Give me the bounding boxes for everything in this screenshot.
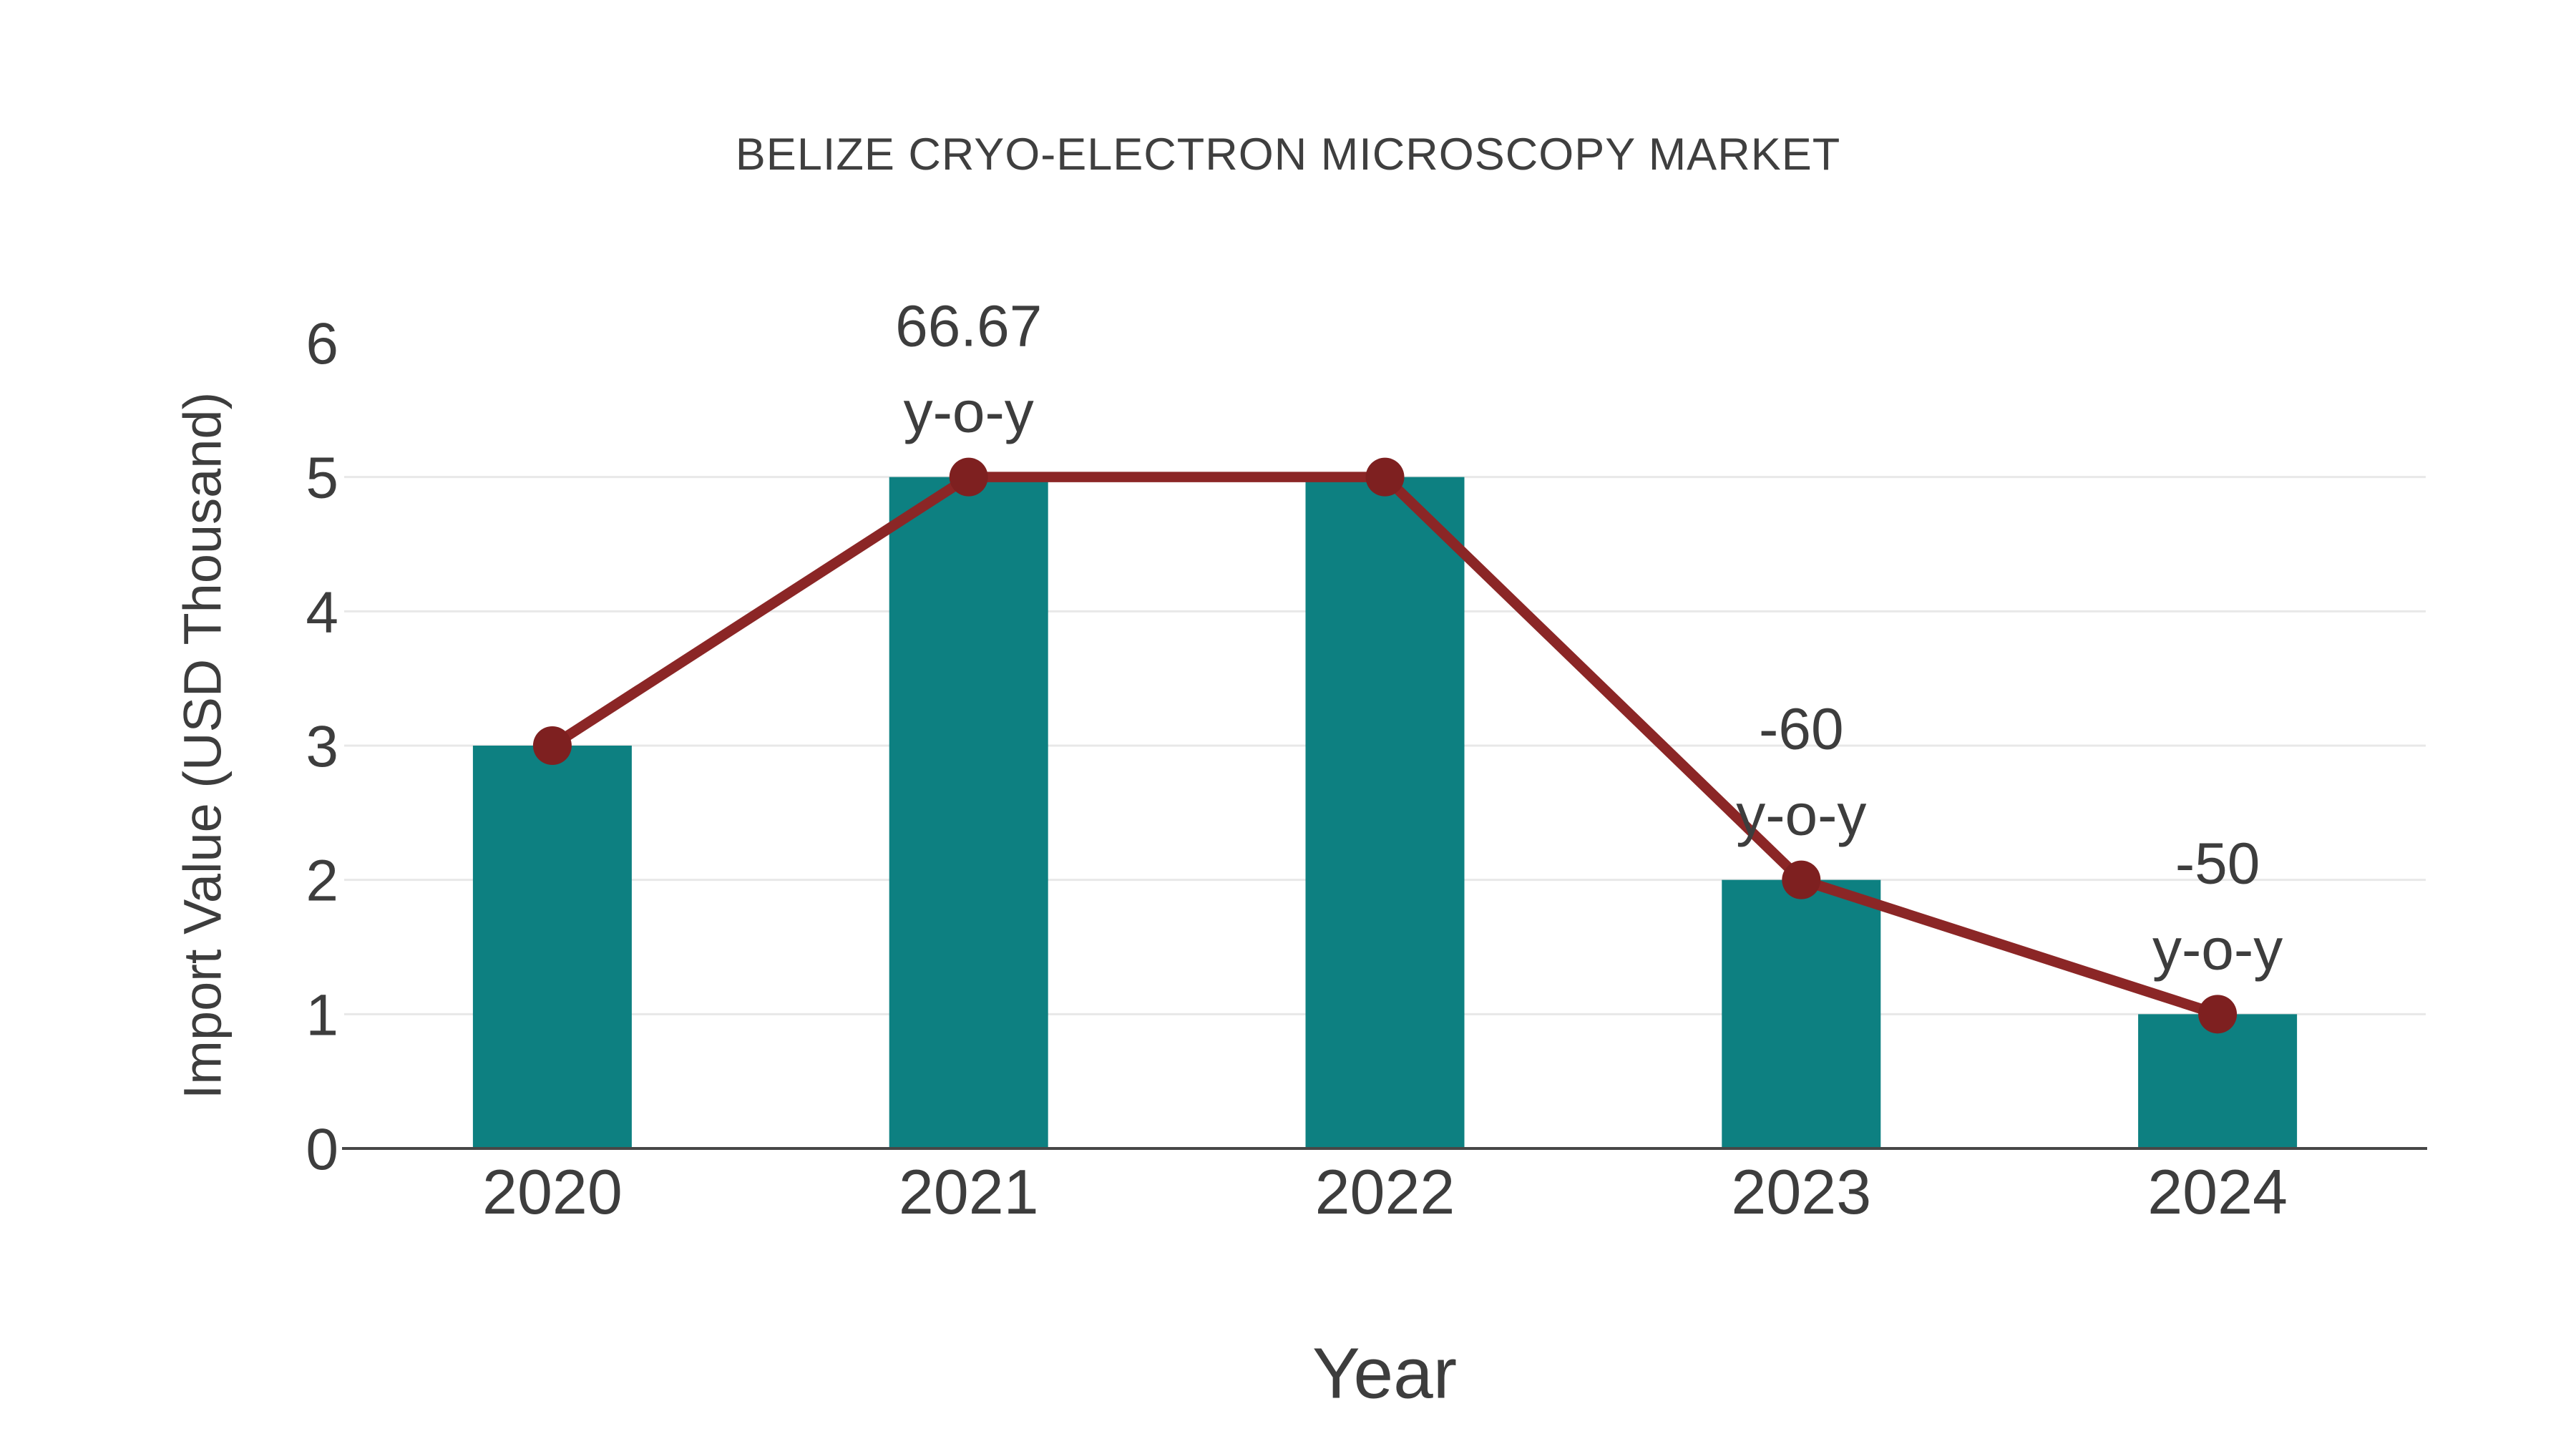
y-tick-label-2: 2 (306, 849, 338, 914)
data-point-2021 (949, 457, 988, 497)
y-tick-label-6: 6 (306, 311, 338, 376)
y-tick-label-0: 0 (306, 1117, 338, 1182)
bar-2022 (1305, 477, 1465, 1148)
y-tick-label-5: 5 (306, 446, 338, 511)
y-tick-label-1: 1 (306, 982, 338, 1048)
annotation-2024-line1: -50 (2175, 831, 2260, 896)
annotation-2023-line2: y-o-y (1736, 783, 1866, 848)
data-point-2023 (1782, 860, 1821, 899)
bar-2021 (889, 477, 1048, 1148)
x-tick-label-2024: 2024 (2147, 1156, 2288, 1227)
annotation-2021-line1: 66.67 (895, 294, 1042, 359)
y-tick-label-4: 4 (306, 580, 338, 645)
y-tick-label-3: 3 (306, 714, 338, 779)
x-tick-label-2021: 2021 (899, 1156, 1039, 1227)
annotation-2024-line2: y-o-y (2152, 917, 2283, 982)
x-tick-label-2023: 2023 (1731, 1156, 1871, 1227)
data-point-2022 (1365, 457, 1405, 497)
x-axis-title: Year (1312, 1333, 1458, 1414)
bar-2020 (472, 746, 632, 1148)
annotation-2023-line1: -60 (1759, 697, 1844, 762)
data-point-2020 (532, 726, 572, 765)
x-tick-label-2020: 2020 (482, 1156, 623, 1227)
x-tick-label-2022: 2022 (1315, 1156, 1455, 1227)
chart-title: BELIZE CRYO-ELECTRON MICROSCOPY MARKET (735, 130, 1841, 180)
data-point-2024 (2198, 995, 2238, 1034)
bar-2024 (2138, 1014, 2298, 1148)
bar-2023 (1722, 879, 1881, 1148)
annotation-2021-line2: y-o-y (904, 380, 1034, 445)
